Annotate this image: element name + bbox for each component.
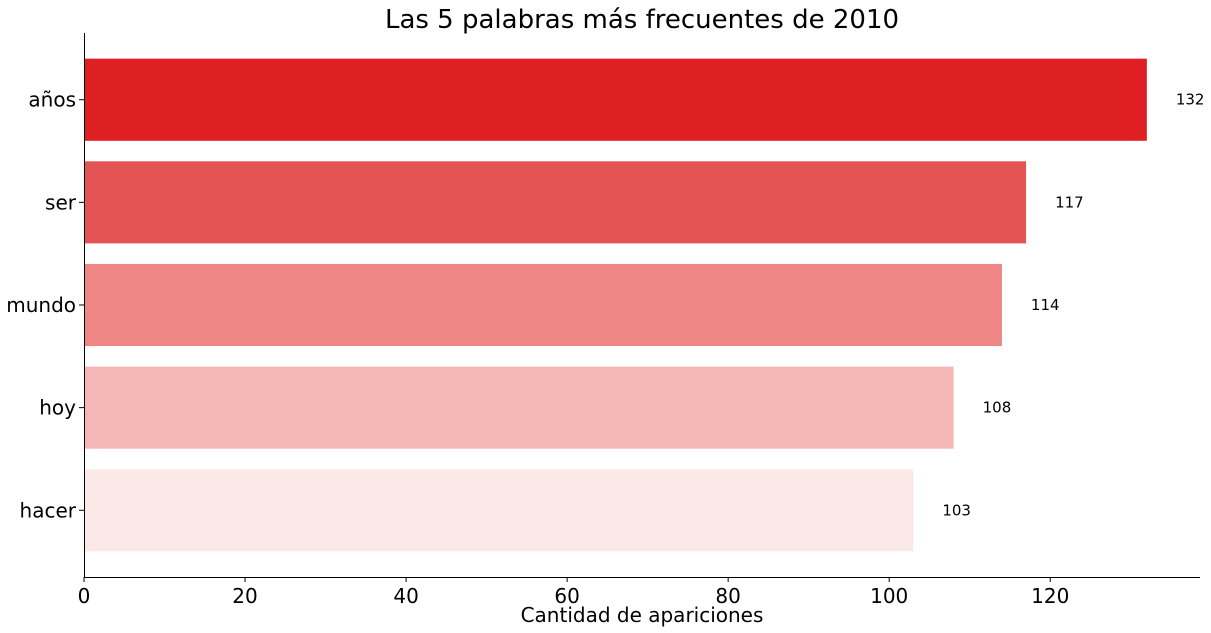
y-tick-label: hacer xyxy=(20,498,77,522)
y-tick-label: ser xyxy=(45,190,77,214)
bars-group: 132 117 114 108 103 xyxy=(84,58,1205,552)
x-axis-ticks: 0 20 40 60 80 100 120 xyxy=(78,577,1069,608)
bar-1 xyxy=(84,161,1027,244)
bar-2 xyxy=(84,263,1002,347)
y-axis-ticks: años ser mundo hoy hacer xyxy=(6,88,84,522)
bar-value-label: 132 xyxy=(1176,91,1205,109)
bar-value-label: 117 xyxy=(1055,193,1084,211)
bar-3 xyxy=(84,366,954,449)
y-tick-label: mundo xyxy=(6,293,76,317)
bar-value-label: 103 xyxy=(942,501,971,519)
bar-value-label: 108 xyxy=(983,399,1012,417)
bar-4 xyxy=(84,469,914,552)
x-tick-label: 0 xyxy=(78,584,91,608)
chart-title: Las 5 palabras más frecuentes de 2010 xyxy=(385,5,899,35)
x-tick-label: 20 xyxy=(232,584,257,608)
y-tick-label: años xyxy=(28,88,76,112)
y-tick-label: hoy xyxy=(39,396,76,420)
x-tick-label: 120 xyxy=(1031,584,1069,608)
x-tick-label: 100 xyxy=(870,584,908,608)
bar-value-label: 114 xyxy=(1031,296,1060,314)
x-tick-label: 40 xyxy=(393,584,418,608)
bar-0 xyxy=(84,58,1147,141)
x-tick-label: 60 xyxy=(554,584,579,608)
x-axis-label: Cantidad de apariciones xyxy=(521,603,764,627)
x-tick-label: 80 xyxy=(715,584,740,608)
